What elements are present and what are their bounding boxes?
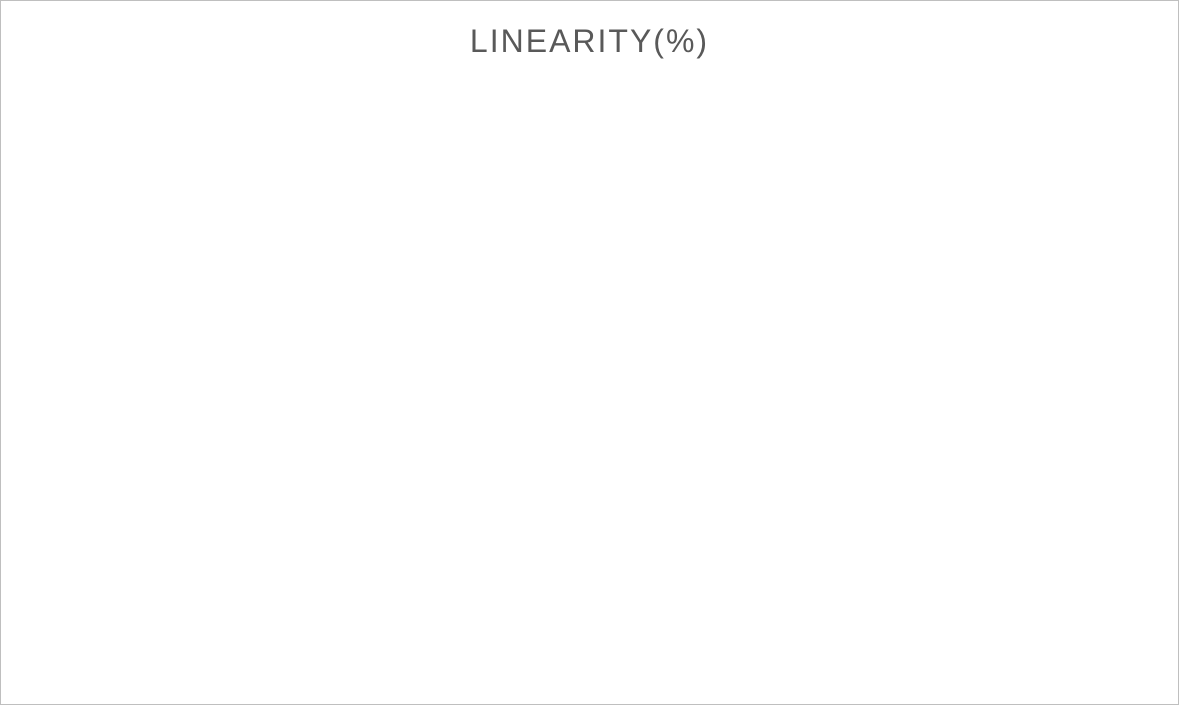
- chart-container: LINEARITY(%): [0, 0, 1179, 705]
- chart-title: LINEARITY(%): [1, 23, 1178, 60]
- plot-svg: [1, 86, 301, 236]
